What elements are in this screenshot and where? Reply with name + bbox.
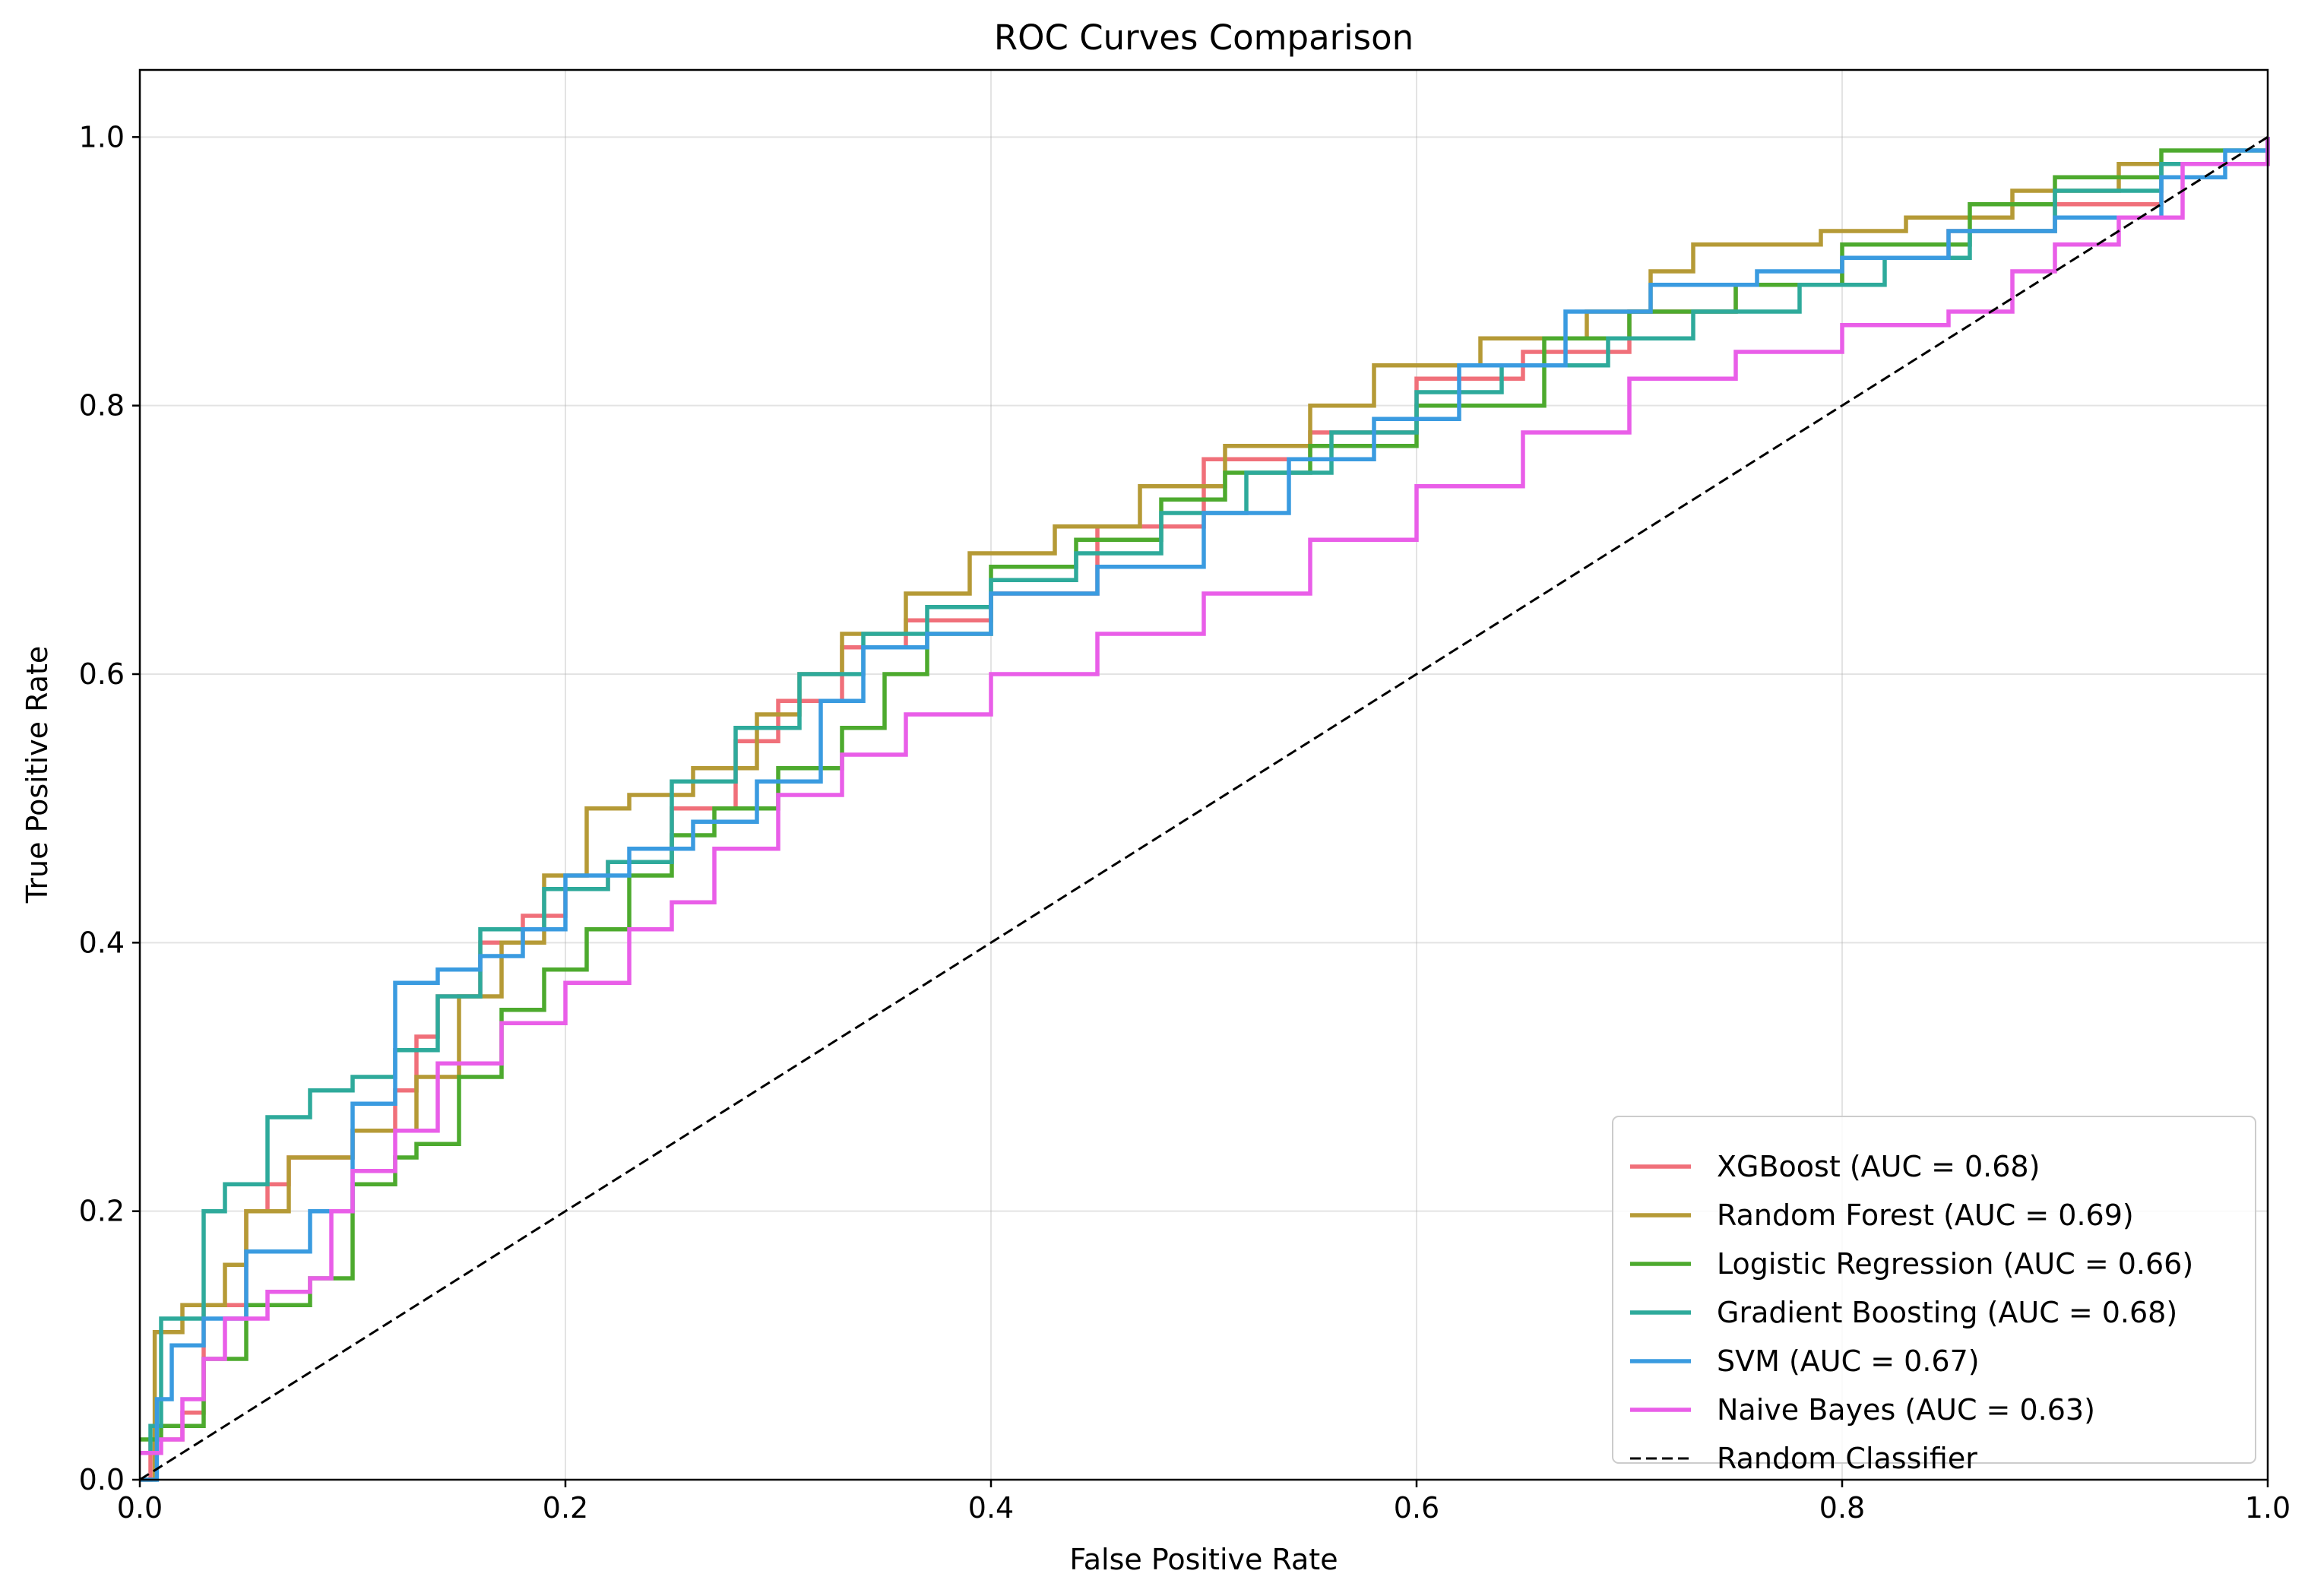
y-tick-label: 0.2 <box>79 1195 125 1228</box>
series-line-6 <box>139 136 2268 1481</box>
series-line-2 <box>140 137 2270 1442</box>
axis-ticks: 0.0 0.2 0.4 0.6 0.8 1.0 0.0 0.2 0.4 0.6 0.8 1.0 <box>79 120 2291 1525</box>
y-tick-label: 1.0 <box>79 120 125 154</box>
legend-label-1: Random Forest (AUC = 0.69) <box>1717 1199 2134 1232</box>
series-line-5 <box>140 137 2270 1455</box>
y-tick-label: 0.0 <box>79 1463 125 1496</box>
y-tick-label: 0.4 <box>79 926 125 959</box>
series-lines <box>139 136 2270 1482</box>
x-tick-label: 1.0 <box>2245 1491 2291 1525</box>
legend-box <box>1612 1116 2256 1464</box>
legend-label-3: Gradient Boosting (AUC = 0.68) <box>1717 1296 2177 1329</box>
legend-label-0: XGBoost (AUC = 0.68) <box>1717 1150 2040 1183</box>
y-tick-label: 0.6 <box>79 657 125 691</box>
y-axis-label: True Positive Rate <box>21 646 54 904</box>
legend-label-6: Random Classifier <box>1717 1442 1977 1475</box>
x-tick-label: 0.2 <box>543 1491 588 1525</box>
series-line-1 <box>140 137 2270 1482</box>
legend-label-2: Logistic Regression (AUC = 0.66) <box>1717 1247 2193 1281</box>
legend-label-5: Naive Bayes (AUC = 0.63) <box>1717 1393 2095 1427</box>
x-tick-label: 0.4 <box>968 1491 1014 1525</box>
x-axis-label: False Positive Rate <box>1069 1543 1338 1576</box>
x-tick-label: 0.6 <box>1394 1491 1439 1525</box>
legend-label-4: SVM (AUC = 0.67) <box>1717 1344 1980 1378</box>
series-line-3 <box>140 137 2270 1455</box>
chart-title: ROC Curves Comparison <box>994 17 1414 58</box>
x-tick-label: 0.8 <box>1819 1491 1865 1525</box>
legend: XGBoost (AUC = 0.68) Random Forest (AUC =… <box>1612 1116 2256 1475</box>
x-tick-label: 0.0 <box>117 1491 163 1525</box>
plot-frame <box>138 68 2269 1481</box>
y-tick-label: 0.8 <box>79 389 125 423</box>
